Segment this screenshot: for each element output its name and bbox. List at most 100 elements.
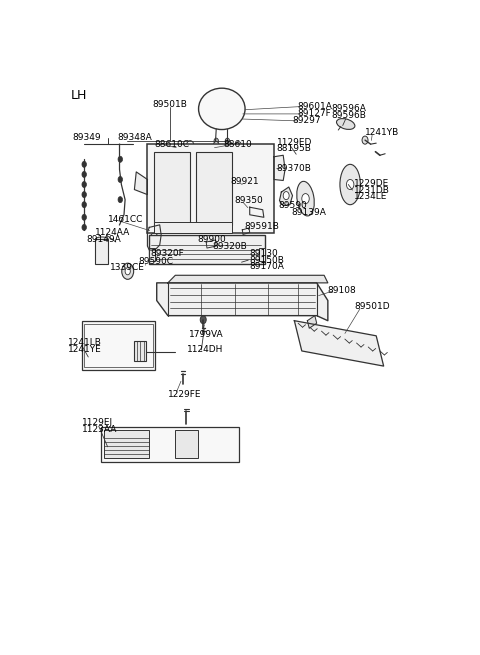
Polygon shape [274,155,285,181]
Text: 89591B: 89591B [244,223,279,231]
Text: 89108: 89108 [327,286,356,295]
Text: 1799VA: 1799VA [189,330,223,339]
Ellipse shape [336,119,355,130]
Text: 89596B: 89596B [332,111,366,120]
Text: 1234LE: 1234LE [354,192,387,201]
Bar [84,324,153,367]
Polygon shape [279,187,292,206]
Text: 89349: 89349 [72,132,100,141]
Polygon shape [134,172,147,195]
Bar [149,248,155,261]
Ellipse shape [297,181,314,216]
Bar [259,248,264,261]
Polygon shape [242,228,250,234]
Polygon shape [307,316,317,328]
Circle shape [118,157,122,162]
Circle shape [226,141,232,150]
Text: 1229DE: 1229DE [354,179,389,188]
Circle shape [82,202,86,208]
Bar [154,222,232,233]
Circle shape [225,138,229,144]
Ellipse shape [340,164,360,204]
Circle shape [160,175,167,184]
Text: 89921: 89921 [230,178,259,187]
Circle shape [186,141,194,151]
Text: 89170A: 89170A [250,262,285,271]
Text: 89501D: 89501D [354,302,389,311]
Polygon shape [206,240,216,248]
Circle shape [118,176,122,183]
Text: 1241YB: 1241YB [365,128,399,137]
Circle shape [302,194,309,204]
Polygon shape [168,275,328,283]
Circle shape [118,196,122,202]
Circle shape [224,175,231,184]
Circle shape [82,191,86,198]
Text: 89501B: 89501B [152,100,187,109]
Text: LH: LH [71,88,87,102]
Circle shape [347,179,354,189]
Circle shape [125,268,130,275]
Text: 89370B: 89370B [276,164,312,173]
Circle shape [82,225,86,231]
Bar [196,152,232,225]
Circle shape [102,440,114,457]
Text: 89150B: 89150B [250,255,285,265]
Bar [134,341,146,361]
Circle shape [214,138,218,144]
Text: 89348A: 89348A [118,132,153,141]
Text: 89320F: 89320F [151,249,184,258]
Circle shape [224,195,231,204]
Bar [101,426,239,462]
Text: 89590: 89590 [279,201,308,210]
Circle shape [283,191,289,200]
Text: 89127F: 89127F [297,109,331,119]
Polygon shape [294,321,384,366]
Text: 1241LB: 1241LB [68,339,102,347]
Circle shape [122,442,132,455]
Circle shape [152,227,156,233]
Ellipse shape [199,88,245,130]
Text: 88195B: 88195B [276,144,312,153]
Text: 1339CE: 1339CE [110,263,145,272]
Circle shape [82,181,86,187]
Text: 89596A: 89596A [332,104,366,113]
Circle shape [150,233,158,243]
Bar [147,143,274,233]
Text: 89130: 89130 [250,249,278,258]
Circle shape [82,172,86,178]
Text: 1124AA: 1124AA [96,228,131,237]
Text: 1129ED: 1129ED [276,138,312,147]
Bar [96,240,108,264]
Text: 1129EJ: 1129EJ [83,418,113,427]
Circle shape [112,440,124,457]
Text: 89350: 89350 [234,196,263,205]
Bar [154,152,190,225]
Text: 89139A: 89139A [291,208,326,217]
Bar [82,321,155,370]
Text: 1461CC: 1461CC [108,215,144,224]
Circle shape [362,136,368,144]
Text: 89320B: 89320B [213,242,247,251]
Text: 1124DH: 1124DH [186,345,223,354]
Circle shape [236,141,241,150]
Circle shape [160,195,167,204]
Text: 89149A: 89149A [86,235,121,244]
Text: 89601A: 89601A [297,102,332,111]
Circle shape [122,263,133,279]
Text: 89590C: 89590C [139,257,174,266]
Polygon shape [156,283,328,321]
Text: 1231DB: 1231DB [354,185,390,195]
Text: 88610C: 88610C [155,140,190,149]
Polygon shape [147,225,161,250]
Text: 89297: 89297 [293,117,322,126]
Circle shape [82,161,86,168]
Bar [175,430,198,458]
Bar [104,430,148,458]
Bar [149,235,264,264]
Text: 1241YE: 1241YE [68,345,102,354]
Text: 1229FE: 1229FE [168,390,202,400]
Ellipse shape [96,237,108,242]
Circle shape [160,213,167,222]
Circle shape [200,316,206,324]
